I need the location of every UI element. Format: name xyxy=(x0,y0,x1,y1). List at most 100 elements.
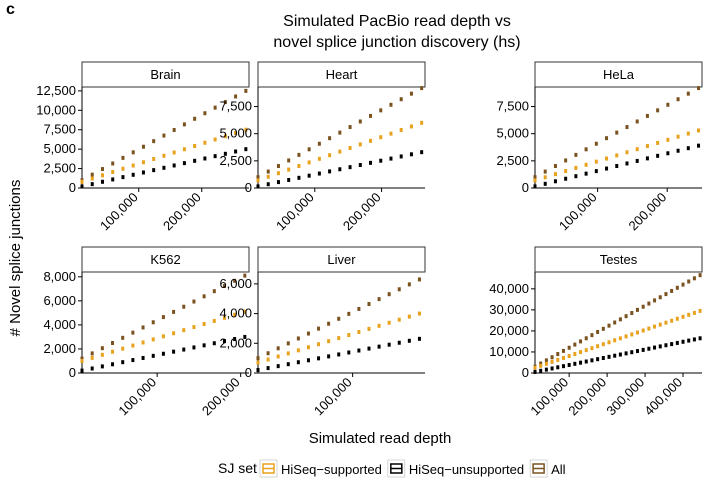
legend-item-all: All xyxy=(529,459,566,478)
data-point-hiseq-unsupported xyxy=(141,355,145,360)
data-point-hiseq-unsupported xyxy=(306,358,310,363)
data-point-hiseq-supported xyxy=(286,351,290,356)
data-point-hiseq-supported xyxy=(686,131,690,136)
series-hiseq-supported-brain xyxy=(80,127,248,184)
data-point-all xyxy=(409,91,413,96)
data-point-all xyxy=(111,161,115,166)
data-point-hiseq-unsupported xyxy=(357,348,361,353)
data-point-hiseq-unsupported xyxy=(328,169,332,174)
data-point-hiseq-unsupported xyxy=(347,350,351,355)
data-point-hiseq-supported xyxy=(420,120,424,125)
x-tick-label-testes: 400,000 xyxy=(641,375,685,419)
y-tick-label-heart: 5,000 xyxy=(219,126,252,141)
data-point-hiseq-unsupported xyxy=(90,182,94,187)
data-point-hiseq-unsupported xyxy=(338,167,342,172)
data-point-hiseq-unsupported xyxy=(80,368,84,373)
data-point-hiseq-supported xyxy=(596,344,600,349)
data-point-hiseq-supported xyxy=(389,131,393,136)
data-point-all xyxy=(550,355,554,360)
data-point-hiseq-supported xyxy=(202,322,206,327)
facet-testes: Testes 0 10,000 20,000 30,000 40,000 100,00020… xyxy=(489,246,703,419)
data-point-hiseq-unsupported xyxy=(618,352,622,357)
series-all-k562 xyxy=(80,273,247,361)
data-point-all xyxy=(399,97,403,102)
data-point-hiseq-supported xyxy=(222,315,226,320)
data-point-hiseq-unsupported xyxy=(625,161,629,166)
data-point-hiseq-supported xyxy=(131,163,135,168)
data-point-all xyxy=(605,136,609,141)
data-point-hiseq-supported xyxy=(539,363,543,368)
facet-heart: Heart 0 2,500 5,000 7,500 100,000 200,000 xyxy=(219,61,426,233)
x-tick-label-testes: 200,000 xyxy=(565,375,609,419)
data-point-hiseq-supported xyxy=(234,130,238,135)
data-point-hiseq-unsupported xyxy=(594,169,598,174)
data-point-all xyxy=(687,279,691,284)
data-point-hiseq-unsupported xyxy=(641,347,645,352)
facet-strip-label-testes: Testes xyxy=(600,252,638,267)
data-point-all xyxy=(222,283,226,288)
data-point-hiseq-supported xyxy=(605,156,609,161)
data-point-hiseq-supported xyxy=(80,179,84,184)
y-tick-label-brain: 10,000 xyxy=(36,102,76,117)
data-point-hiseq-supported xyxy=(550,359,554,364)
data-point-hiseq-unsupported xyxy=(141,170,145,175)
data-point-hiseq-unsupported xyxy=(544,367,548,372)
data-point-hiseq-unsupported xyxy=(369,160,373,165)
data-point-hiseq-supported xyxy=(317,342,321,347)
data-point-hiseq-supported xyxy=(182,328,186,333)
data-point-hiseq-supported xyxy=(579,350,583,355)
data-point-hiseq-supported xyxy=(307,160,311,165)
data-point-hiseq-supported xyxy=(244,127,248,132)
data-point-all xyxy=(387,292,391,297)
data-point-hiseq-unsupported xyxy=(615,164,619,169)
data-point-all xyxy=(348,125,352,130)
data-point-hiseq-unsupported xyxy=(543,181,547,186)
data-point-all xyxy=(656,108,660,113)
data-point-all xyxy=(697,86,701,91)
data-point-all xyxy=(317,141,321,146)
data-point-hiseq-unsupported xyxy=(605,166,609,171)
data-point-all xyxy=(624,314,628,319)
data-point-hiseq-unsupported xyxy=(553,179,557,184)
data-point-hiseq-unsupported xyxy=(287,177,291,182)
data-point-hiseq-unsupported xyxy=(681,339,685,344)
data-point-all xyxy=(681,282,685,287)
data-point-all xyxy=(203,111,207,116)
data-point-all xyxy=(296,336,300,341)
data-point-hiseq-unsupported xyxy=(337,352,341,357)
data-point-all xyxy=(630,311,634,316)
data-point-all xyxy=(635,119,639,124)
data-point-hiseq-unsupported xyxy=(131,172,135,177)
data-point-hiseq-unsupported xyxy=(656,153,660,158)
y-tick-label-testes: 10,000 xyxy=(489,344,529,359)
data-point-hiseq-supported xyxy=(553,172,557,177)
data-point-hiseq-supported xyxy=(121,166,125,171)
y-tick-label-hela: 5,000 xyxy=(496,126,529,141)
chart-title-line-2: novel splice junction discovery (hs) xyxy=(273,34,520,51)
data-point-hiseq-unsupported xyxy=(397,340,401,345)
data-point-hiseq-supported xyxy=(266,174,270,179)
data-point-all xyxy=(141,325,145,330)
data-point-hiseq-unsupported xyxy=(161,351,165,356)
data-point-hiseq-unsupported xyxy=(100,179,104,184)
data-point-all xyxy=(276,164,280,169)
data-point-all xyxy=(613,320,617,325)
data-point-all xyxy=(192,299,196,304)
data-point-hiseq-unsupported xyxy=(162,165,166,170)
data-point-hiseq-supported xyxy=(635,330,639,335)
data-point-all xyxy=(564,158,568,163)
data-point-all xyxy=(286,341,290,346)
y-tick-label-liver: 2,000 xyxy=(219,335,252,350)
data-point-hiseq-supported xyxy=(377,323,381,328)
data-point-hiseq-supported xyxy=(276,171,280,176)
y-tick-label-brain: 7,500 xyxy=(43,122,76,137)
data-point-hiseq-unsupported xyxy=(182,347,186,352)
data-point-hiseq-supported xyxy=(337,336,341,341)
data-point-hiseq-supported xyxy=(584,162,588,167)
facet-strip-label-heart: Heart xyxy=(326,67,358,82)
data-point-hiseq-unsupported xyxy=(539,368,543,373)
data-point-all xyxy=(327,321,331,326)
data-point-hiseq-unsupported xyxy=(367,346,371,351)
data-point-hiseq-unsupported xyxy=(266,366,270,371)
data-point-hiseq-supported xyxy=(567,353,571,358)
